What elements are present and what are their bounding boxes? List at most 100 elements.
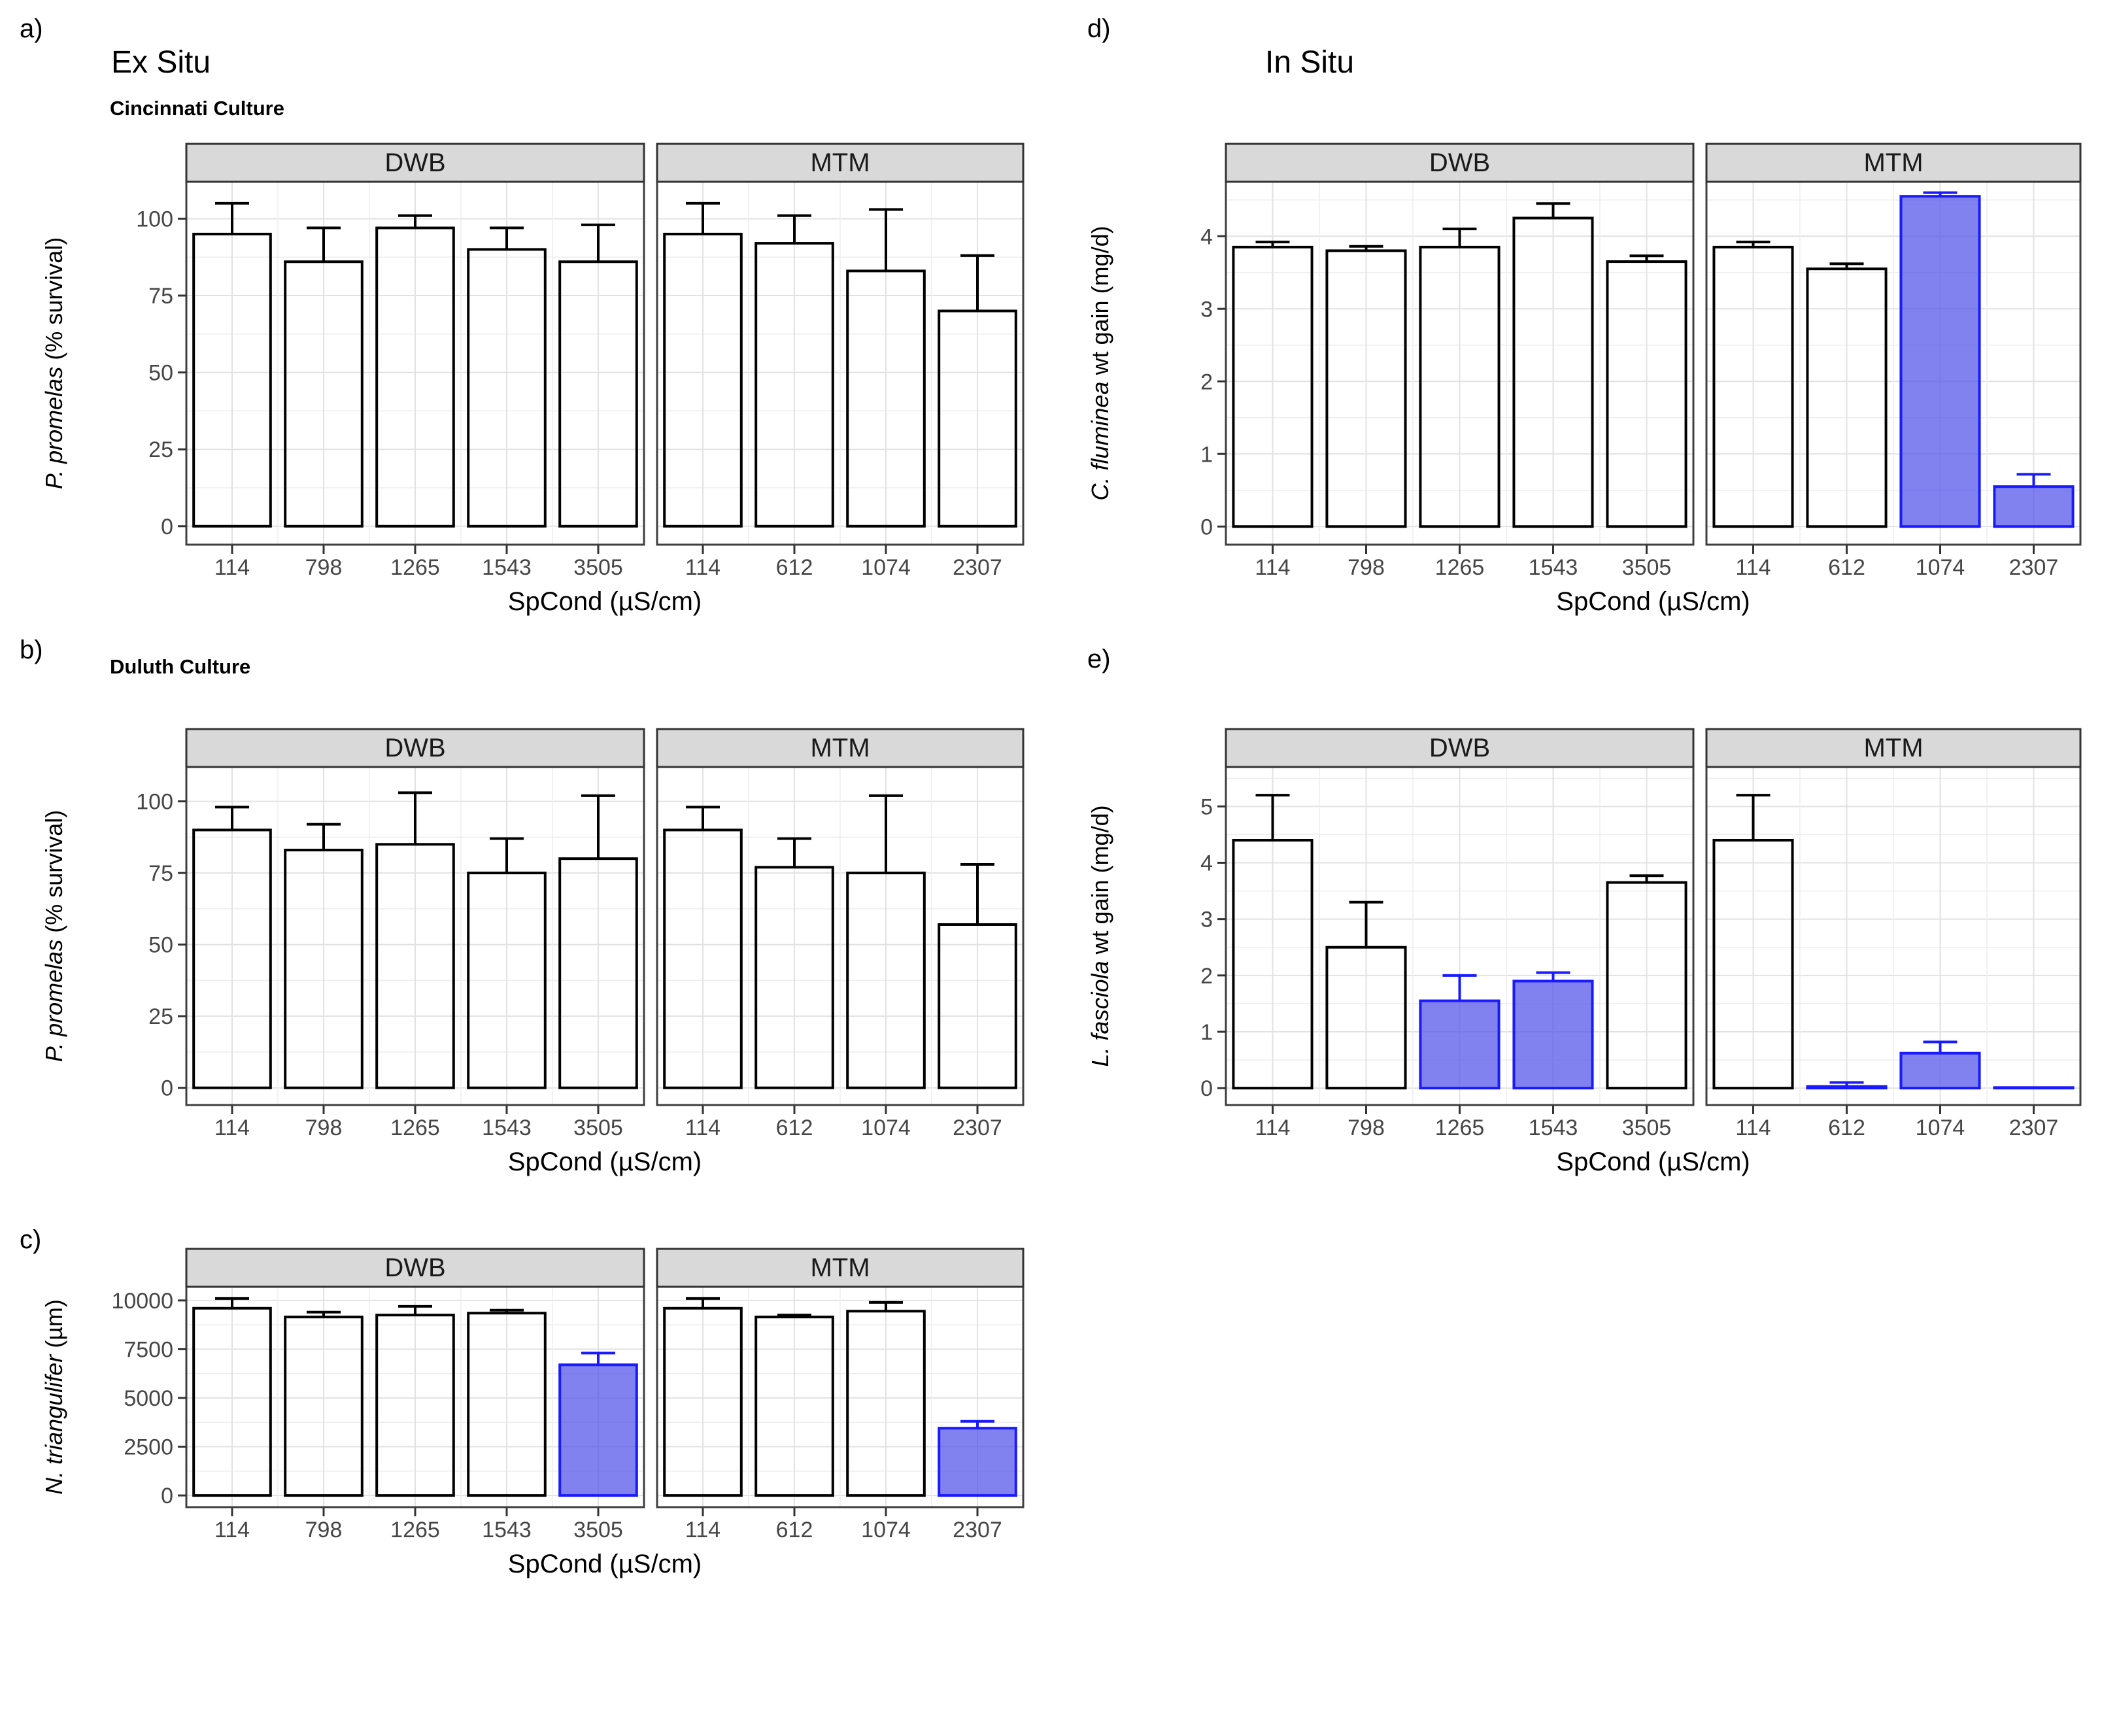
x-tick-label: 3505: [1622, 1115, 1672, 1140]
x-tick-label: 798: [305, 1518, 343, 1542]
bar: [1512, 979, 1594, 1090]
x-tick-label: 798: [305, 555, 343, 580]
x-tick-label: 798: [1348, 555, 1385, 580]
bar: [1993, 485, 2075, 528]
column-title-in-situ: In Situ: [1265, 45, 1355, 80]
y-tick-label: 5: [1200, 794, 1213, 819]
bar: [938, 923, 1017, 1089]
y-tick-label: 10000: [111, 1289, 173, 1314]
bar: [192, 828, 272, 1089]
x-tick-label: 1265: [390, 1518, 440, 1542]
bar: [846, 1310, 926, 1497]
facet-strip: [1705, 728, 2082, 768]
y-tick-label: 0: [1200, 1076, 1213, 1101]
y-axis-title: L. fasciola wt gain (mg/d): [1087, 805, 1113, 1066]
chart-svg-b: 114 798 1265 1543 3505 DWB 114 612 1074 2307 MTM 0 2…: [41, 728, 1025, 1176]
bar: [663, 828, 743, 1089]
facet-strip-label: MTM: [1863, 734, 1923, 762]
facet-mtm: 114 612 1074 2307 MTM: [1705, 728, 2082, 1140]
y-tick-label: 7500: [124, 1337, 173, 1362]
y-tick-label: 5000: [124, 1386, 173, 1411]
facet-dwb: 114 798 1265 1543 3505 DWB: [1225, 728, 1695, 1140]
x-tick-label: 2307: [953, 1518, 1002, 1542]
x-tick-label: 612: [1828, 1115, 1865, 1140]
y-tick-label: 75: [148, 284, 173, 309]
y-axis-title: C. fluminea wt gain (mg/d): [1087, 226, 1113, 500]
x-tick-label: 1074: [861, 1115, 911, 1140]
x-tick-label: 114: [1255, 555, 1290, 580]
x-tick-label: 1074: [861, 1518, 911, 1542]
panel-tag: b): [20, 636, 43, 664]
chart-svg-c: 114 798 1265 1543 3505 DWB 114 612 1074 2307 MTM 0 2…: [41, 1248, 1025, 1578]
x-axis-title: SpCond (µS/cm): [508, 587, 702, 616]
facet-mtm: 114 612 1074 2307 MTM: [656, 1248, 1025, 1542]
x-tick-label: 2307: [953, 1115, 1002, 1140]
column-title-ex-situ: Ex Situ: [111, 45, 211, 80]
facet-dwb: 114 798 1265 1543 3505 DWB: [185, 1248, 645, 1542]
facet-strip-label: DWB: [1429, 148, 1490, 177]
panel-subtitle: Duluth Culture: [110, 655, 251, 678]
y-tick-label: 50: [148, 361, 173, 386]
x-tick-label: 114: [214, 1115, 250, 1140]
bar: [846, 269, 926, 528]
bar: [1419, 999, 1500, 1090]
x-tick-label: 1265: [1435, 1115, 1485, 1140]
facet-strip-label: MTM: [1863, 148, 1923, 177]
x-axis-title: SpCond (µS/cm): [508, 1550, 702, 1578]
y-tick-label: 25: [148, 437, 173, 462]
facet-mtm: 114 612 1074 2307 MTM: [656, 728, 1025, 1140]
x-tick-label: 1543: [482, 1518, 532, 1542]
facet-dwb: 114 798 1265 1543 3505 DWB: [185, 728, 645, 1140]
bar: [192, 232, 272, 528]
facet-strip-label: MTM: [810, 1253, 870, 1282]
x-tick-label: 1265: [390, 1115, 440, 1140]
x-tick-label: 1074: [1916, 555, 1965, 580]
facet-strip: [656, 728, 1025, 768]
facet-strip: [656, 1248, 1025, 1288]
bar: [1806, 267, 1888, 528]
facet-strip-label: MTM: [810, 734, 870, 762]
panel-e: e) 114 798 1265 1543 3505 DWB 114 612 1074 2307 MT…: [1072, 621, 2119, 1216]
panel-c: c) 114 798 1265 1543 3505 DWB 114 612 1074 2307 MT…: [0, 1216, 1066, 1736]
bar: [558, 1363, 638, 1497]
y-tick-label: 1: [1200, 1020, 1213, 1045]
x-tick-label: 114: [1255, 1115, 1290, 1140]
facet-strip: [185, 143, 645, 183]
facet-strip: [1225, 728, 1695, 768]
bar: [1806, 1085, 1888, 1090]
y-axis-title: P. promelas (% survival): [41, 237, 67, 489]
y-tick-label: 25: [148, 1004, 173, 1029]
y-tick-label: 1: [1200, 442, 1213, 467]
bar: [375, 1314, 455, 1497]
facet-strip: [185, 1248, 645, 1288]
y-tick-label: 2: [1200, 964, 1213, 989]
y-axis-title: P. promelas (% survival): [41, 810, 67, 1062]
panel-tag: a): [20, 14, 43, 43]
facet-strip-label: DWB: [384, 148, 445, 177]
x-tick-label: 114: [685, 555, 720, 580]
bar: [558, 260, 638, 528]
panel-tag: d): [1087, 14, 1111, 43]
y-tick-label: 0: [161, 515, 173, 539]
y-tick-label: 3: [1200, 297, 1213, 322]
chart-svg-a: 114 798 1265 1543 3505 DWB 114 612 1074 2307 MTM 0 2…: [41, 143, 1025, 616]
x-tick-label: 3505: [573, 555, 623, 580]
x-tick-label: 1543: [482, 1115, 532, 1140]
bar: [754, 242, 834, 528]
y-tick-label: 4: [1200, 851, 1213, 876]
bar: [1993, 1086, 2075, 1090]
facet-strip: [1225, 143, 1695, 183]
bar: [467, 1312, 547, 1497]
y-tick-label: 100: [136, 207, 173, 231]
y-tick-label: 2500: [124, 1435, 173, 1460]
y-tick-label: 4: [1200, 224, 1213, 249]
bar: [1325, 945, 1407, 1090]
x-tick-label: 114: [685, 1518, 720, 1542]
facet-mtm: 114 612 1074 2307 MTM: [656, 143, 1025, 580]
x-axis-title: SpCond (µS/cm): [1556, 587, 1750, 616]
x-tick-label: 1265: [390, 555, 440, 580]
y-tick-label: 100: [136, 790, 173, 815]
